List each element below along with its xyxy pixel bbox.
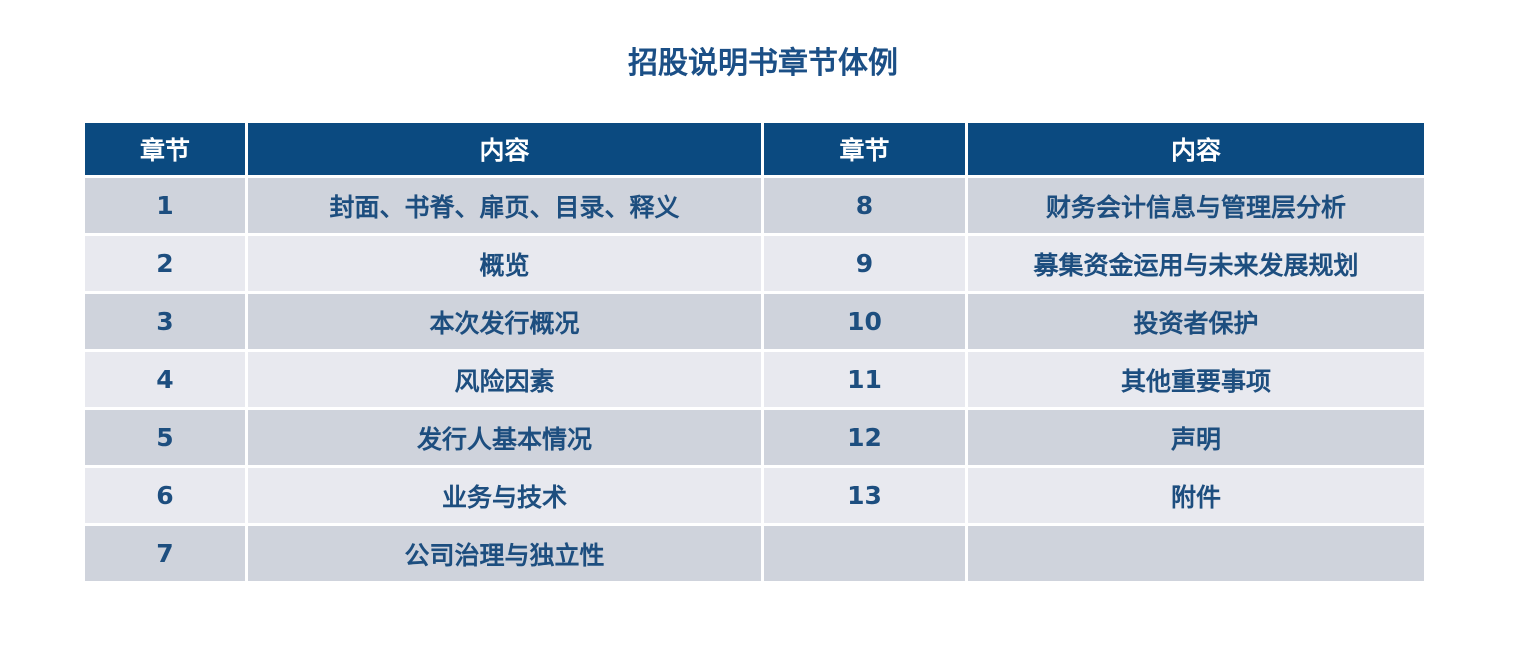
chapter-number: 8 xyxy=(764,178,965,233)
page-title: 招股说明书章节体例 xyxy=(628,46,898,81)
header-chapter: 章节 xyxy=(764,123,965,175)
chapter-content: 财务会计信息与管理层分析 xyxy=(968,178,1424,233)
header-content: 内容 xyxy=(968,123,1424,175)
header-chapter: 章节 xyxy=(85,123,245,175)
chapter-content: 公司治理与独立性 xyxy=(248,526,761,581)
chapter-content: 发行人基本情况 xyxy=(248,410,761,465)
table-row: 5 发行人基本情况 12 声明 xyxy=(85,410,1424,465)
table-row: 2 概览 9 募集资金运用与未来发展规划 xyxy=(85,236,1424,291)
chapter-content: 本次发行概况 xyxy=(248,294,761,349)
chapter-content: 募集资金运用与未来发展规划 xyxy=(968,236,1424,291)
table-row: 4 风险因素 11 其他重要事项 xyxy=(85,352,1424,407)
chapter-content xyxy=(968,526,1424,581)
table-row: 3 本次发行概况 10 投资者保护 xyxy=(85,294,1424,349)
chapter-number: 10 xyxy=(764,294,965,349)
chapter-content: 投资者保护 xyxy=(968,294,1424,349)
chapter-number xyxy=(764,526,965,581)
chapter-content: 其他重要事项 xyxy=(968,352,1424,407)
chapter-number: 6 xyxy=(85,468,245,523)
table-row: 1 封面、书脊、扉页、目录、释义 8 财务会计信息与管理层分析 xyxy=(85,178,1424,233)
chapter-number: 7 xyxy=(85,526,245,581)
chapter-content: 业务与技术 xyxy=(248,468,761,523)
chapter-number: 3 xyxy=(85,294,245,349)
chapter-number: 4 xyxy=(85,352,245,407)
chapter-number: 11 xyxy=(764,352,965,407)
table-row: 6 业务与技术 13 附件 xyxy=(85,468,1424,523)
chapter-content: 声明 xyxy=(968,410,1424,465)
chapter-content: 附件 xyxy=(968,468,1424,523)
chapter-number: 1 xyxy=(85,178,245,233)
chapter-number: 2 xyxy=(85,236,245,291)
chapter-number: 13 xyxy=(764,468,965,523)
chapter-number: 12 xyxy=(764,410,965,465)
chapter-number: 9 xyxy=(764,236,965,291)
chapter-content: 风险因素 xyxy=(248,352,761,407)
chapter-content: 封面、书脊、扉页、目录、释义 xyxy=(248,178,761,233)
chapter-number: 5 xyxy=(85,410,245,465)
header-content: 内容 xyxy=(248,123,761,175)
chapter-content: 概览 xyxy=(248,236,761,291)
table-row: 7 公司治理与独立性 xyxy=(85,526,1424,581)
header-row: 章节 内容 章节 内容 xyxy=(85,123,1424,175)
chapter-table: 章节 内容 章节 内容 1 封面、书脊、扉页、目录、释义 8 财务会计信息与管理层分析… xyxy=(82,120,1427,584)
